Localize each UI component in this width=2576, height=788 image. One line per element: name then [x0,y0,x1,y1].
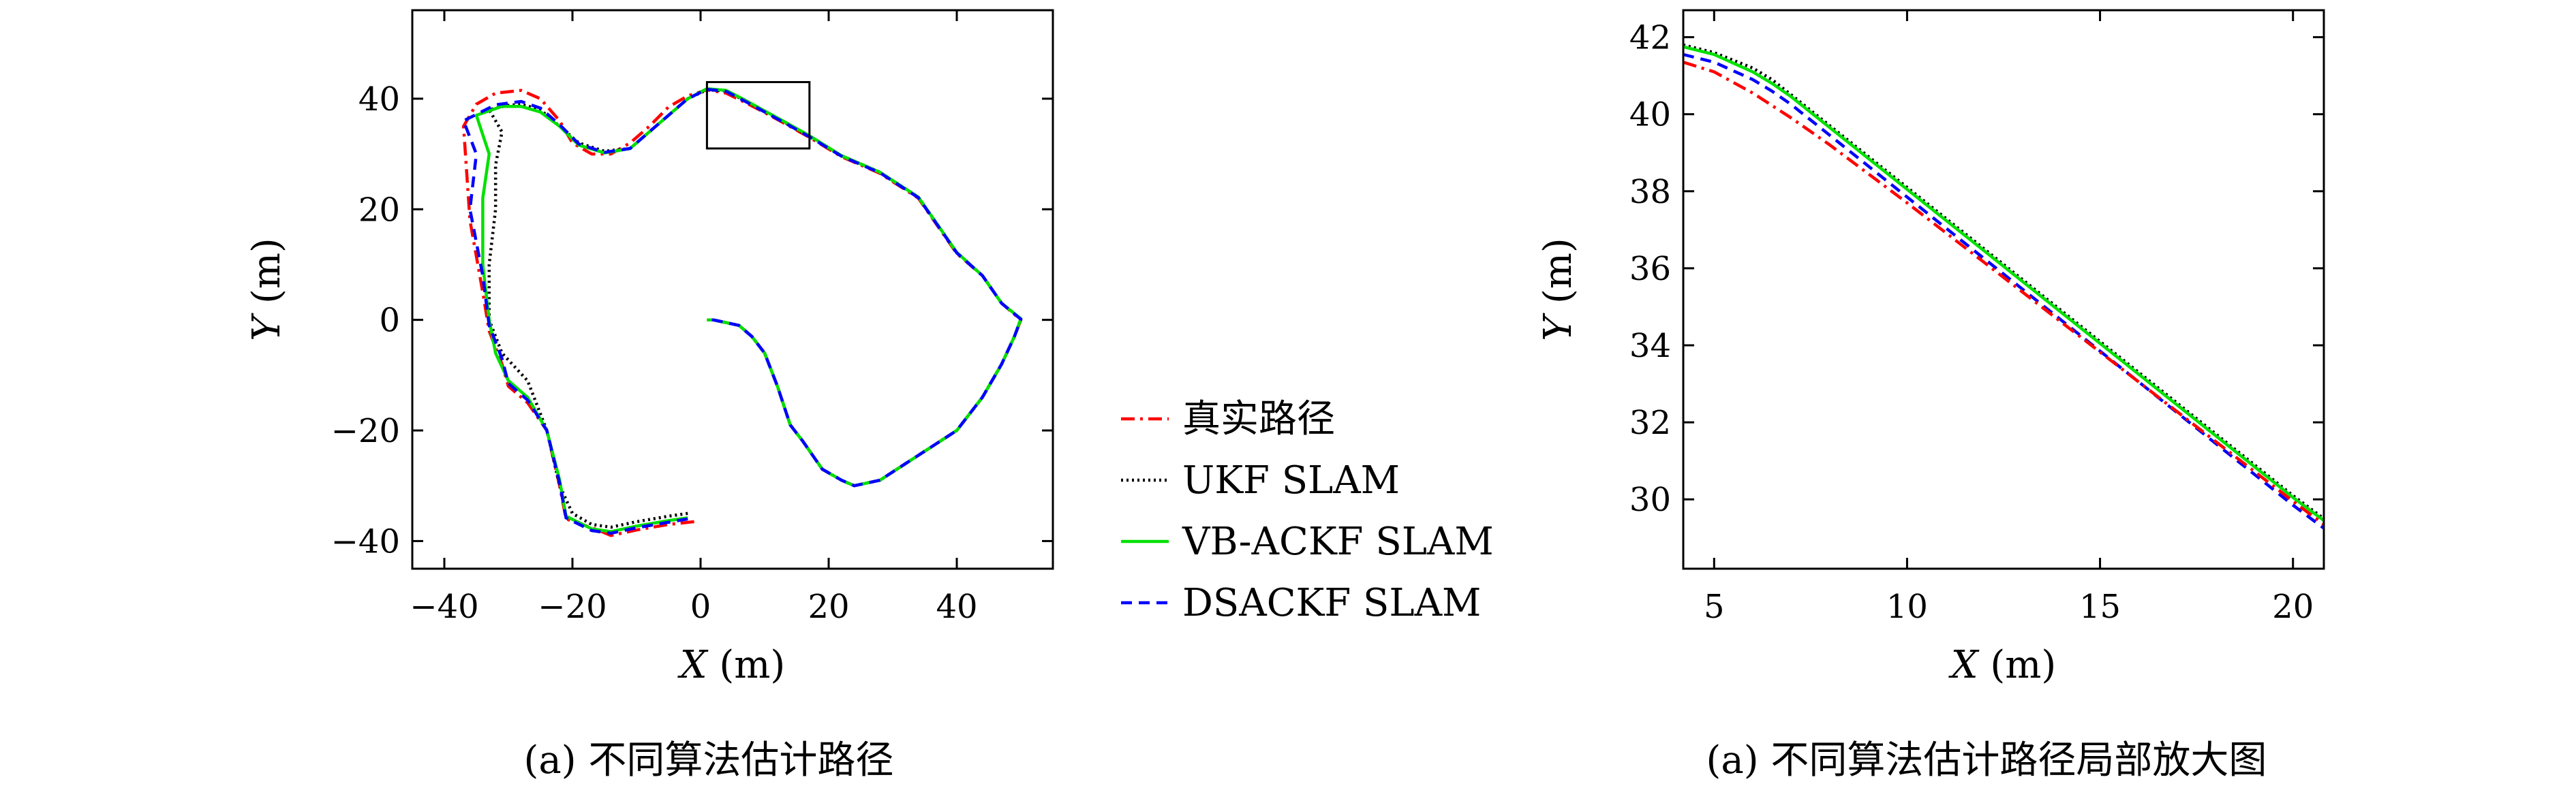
y-tick-label: 30 [1629,481,1671,519]
x-axis-variable: X [1948,643,1980,687]
y-axis-variable: Y [1536,313,1580,341]
y-tick-label: 42 [1629,19,1671,57]
y-tick-label: 36 [1629,250,1671,288]
y-tick-label: −20 [331,412,400,450]
x-tick-label: 0 [690,588,711,626]
y-axis-variable: Y [245,313,289,341]
figure-caption: (a) 不同算法估计路径局部放大图 [1706,738,2267,783]
series-line-1 [461,88,1023,537]
zoom-box [705,81,811,150]
x-tick-label: 5 [1704,588,1725,626]
series-line-3 [474,87,1023,533]
y-tick-label: 38 [1629,173,1671,211]
legend-label-1: 真实路径 [1182,397,1335,441]
series-line-2 [1683,45,2325,522]
series-line-4 [461,87,1023,535]
x-tick-label: 20 [808,588,849,626]
series-line-1 [1683,43,2325,520]
figure-caption: (a) 不同算法估计路径 [524,738,894,783]
y-tick-label: 40 [358,80,400,119]
y-tick-label: 40 [1629,96,1671,134]
y-tick-label: 34 [1629,327,1671,365]
series-line-2 [487,88,1023,529]
x-tick-label: 20 [2272,588,2314,626]
x-tick-label: 10 [1886,588,1928,626]
legend-label-3: VB-ACKF SLAM [1182,520,1494,564]
x-axis-unit: (m) [707,643,786,687]
y-axis-unit: (m) [245,238,289,316]
x-axis-unit: (m) [1978,643,2057,687]
x-tick-label: −20 [538,588,607,626]
series-line-4 [1683,61,2325,526]
y-axis-unit: (m) [1536,238,1580,316]
legend: 真实路径 UKF SLAM VB-ACKF SLAM DSACKF SLAM [1121,397,1494,625]
x-axis-variable: X [677,643,709,687]
y-axis-label: Y (m) [1536,238,1580,341]
y-tick-label: −40 [331,522,400,561]
legend-label-2: UKF SLAM [1182,458,1400,503]
x-tick-label: 40 [936,588,977,626]
x-tick-label: 15 [2079,588,2121,626]
plot-frame [1682,9,2325,570]
series-line-3 [1683,52,2325,530]
y-axis-label: Y (m) [245,238,289,341]
x-axis-label: X (m) [677,643,785,687]
plot-frame [411,9,1054,570]
x-axis-label: X (m) [1948,643,2056,687]
legend-label-4: DSACKF SLAM [1182,581,1481,625]
x-tick-label: −40 [410,588,478,626]
y-tick-label: 0 [379,302,400,340]
y-tick-label: 32 [1629,404,1671,442]
y-tick-label: 20 [358,191,400,229]
